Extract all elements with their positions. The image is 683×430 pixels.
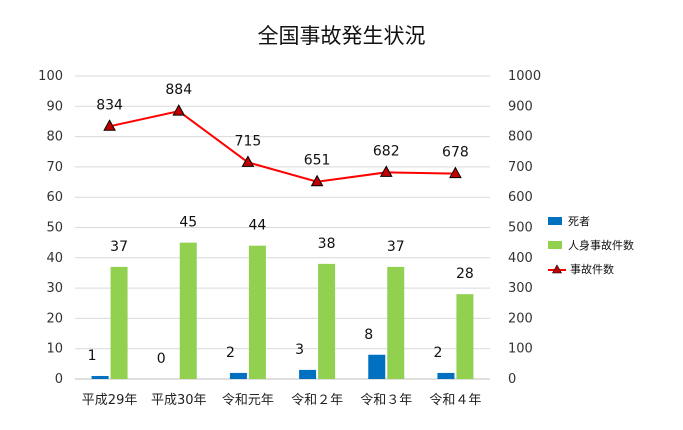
- left-axis-tick: 100: [38, 69, 63, 84]
- left-axis-tick: 10: [46, 342, 63, 357]
- data-label-accidents: 682: [373, 143, 400, 159]
- left-axis-tick: 80: [46, 130, 63, 145]
- bar-deaths: [437, 372, 455, 379]
- data-label-deaths: 2: [226, 345, 235, 361]
- data-label-accidents: 884: [165, 82, 192, 98]
- x-axis-tick: 平成29年: [82, 393, 138, 408]
- right-axis-tick: 1000: [508, 69, 541, 84]
- marker-accidents: [172, 104, 186, 116]
- left-axis-tick: 0: [55, 372, 63, 387]
- data-label-accidents: 678: [442, 145, 469, 161]
- data-label-deaths: 3: [295, 342, 304, 358]
- left-axis-tick: 50: [46, 221, 63, 236]
- left-axis-tick: 90: [46, 99, 63, 114]
- chart-legend: 死者 人身事故件数 事故件数: [548, 209, 634, 281]
- bar-injury: [110, 266, 128, 379]
- marker-accidents: [449, 166, 462, 179]
- marker-accidents: [379, 165, 393, 177]
- line-accidents: [109, 110, 456, 183]
- data-label-injury: 45: [179, 215, 197, 231]
- chart-title: 全国事故発生状況: [257, 24, 426, 48]
- data-label-accidents: 834: [96, 97, 123, 113]
- bar-deaths: [91, 375, 109, 379]
- bar-injury: [248, 245, 266, 379]
- data-label-deaths: 2: [433, 345, 442, 361]
- right-axis-tick: 600: [508, 190, 533, 205]
- legend-swatch-injury: [548, 241, 562, 249]
- legend-item-accidents: 事故件数: [548, 257, 634, 281]
- data-label-deaths: 0: [157, 351, 166, 367]
- data-label-accidents: 651: [304, 153, 331, 169]
- bar-deaths: [368, 354, 386, 379]
- data-label-injury: 37: [110, 239, 128, 255]
- x-axis-tick: 令和３年: [360, 393, 412, 408]
- right-axis-tick: 300: [508, 281, 533, 296]
- legend-label-deaths: 死者: [568, 215, 590, 228]
- data-label-injury: 37: [387, 239, 405, 255]
- left-axis-tick: 20: [46, 311, 63, 326]
- data-label-injury: 28: [456, 266, 474, 282]
- bar-injury: [387, 266, 405, 379]
- right-axis-tick: 500: [508, 221, 533, 236]
- left-axis-tick: 30: [46, 281, 63, 296]
- bar-deaths: [229, 372, 247, 379]
- x-axis-tick: 令和元年: [222, 393, 274, 408]
- x-axis-tick: 令和４年: [429, 393, 481, 408]
- legend-label-injury: 人身事故件数: [568, 239, 634, 252]
- marker-accidents: [103, 119, 116, 131]
- right-axis-tick: 700: [508, 160, 533, 175]
- data-label-injury: 38: [318, 236, 336, 252]
- legend-item-injury: 人身事故件数: [548, 233, 634, 257]
- left-axis-tick: 40: [46, 251, 63, 266]
- bar-deaths: [299, 369, 317, 379]
- marker-accidents: [241, 155, 255, 167]
- right-axis-tick: 100: [508, 342, 533, 357]
- data-label-deaths: 1: [88, 348, 97, 364]
- left-axis-tick: 70: [46, 160, 63, 175]
- left-axis-tick: 60: [46, 190, 63, 205]
- data-label-deaths: 8: [364, 327, 373, 343]
- right-axis-tick: 0: [508, 372, 516, 387]
- right-axis-tick: 800: [508, 130, 533, 145]
- legend-swatch-deaths: [548, 217, 562, 225]
- x-axis-tick: 令和２年: [291, 393, 343, 408]
- right-axis-tick: 400: [508, 251, 533, 266]
- data-label-accidents: 715: [235, 133, 262, 149]
- right-axis-tick: 900: [508, 99, 533, 114]
- legend-swatch-accidents: [548, 264, 566, 274]
- data-label-injury: 44: [249, 218, 267, 234]
- legend-label-accidents: 事故件数: [570, 263, 614, 276]
- bar-injury: [318, 263, 336, 379]
- marker-accidents: [310, 174, 324, 187]
- x-axis-tick: 平成30年: [151, 393, 207, 408]
- bar-injury: [179, 242, 197, 379]
- legend-item-deaths: 死者: [548, 209, 634, 233]
- bar-injury: [456, 294, 474, 379]
- right-axis-tick: 200: [508, 311, 533, 326]
